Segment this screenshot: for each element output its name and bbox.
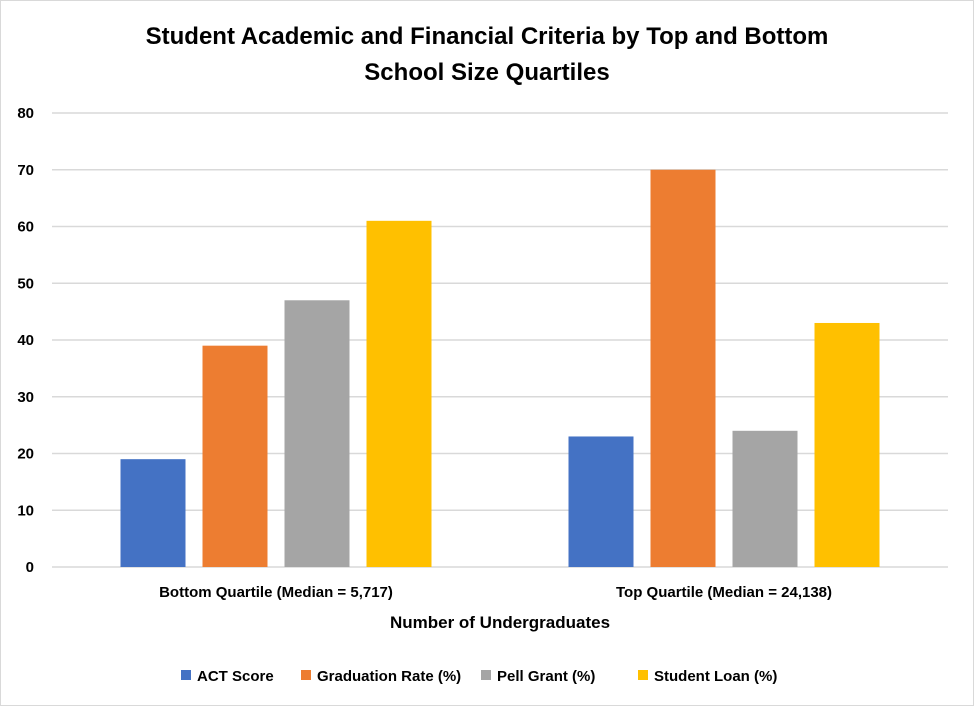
x-axis-label: Number of Undergraduates: [390, 613, 610, 632]
legend-swatch: [481, 670, 491, 680]
bar-student-loan--1: [814, 322, 880, 567]
x-category-label: Top Quartile (Median = 24,138): [616, 584, 832, 601]
bar-act-score-0: [120, 459, 186, 567]
chart-title-line-1: Student Academic and Financial Criteria …: [146, 23, 829, 50]
legend-label: ACT Score: [197, 668, 274, 685]
bar-pell-grant--1: [732, 430, 798, 567]
legend-swatch: [181, 670, 191, 680]
y-tick-label: 30: [17, 389, 34, 406]
bar-graduation-rate--1: [650, 169, 716, 567]
y-tick-label: 80: [17, 105, 34, 122]
y-tick-label: 20: [17, 446, 34, 463]
legend-label: Student Loan (%): [654, 668, 777, 685]
chart-title-line-2: School Size Quartiles: [364, 59, 609, 86]
legend-swatch: [638, 670, 648, 680]
bar-pell-grant--0: [284, 300, 350, 567]
y-tick-label: 50: [17, 275, 34, 292]
legend-label: Pell Grant (%): [497, 668, 595, 685]
bar-graduation-rate--0: [202, 345, 268, 567]
bar-student-loan--0: [366, 220, 432, 567]
y-tick-label: 0: [26, 559, 34, 576]
x-category-label: Bottom Quartile (Median = 5,717): [159, 584, 393, 601]
y-tick-label: 60: [17, 219, 34, 236]
bar-act-score-1: [568, 436, 634, 567]
y-tick-label: 40: [17, 332, 34, 349]
y-tick-label: 10: [17, 502, 34, 519]
legend-label: Graduation Rate (%): [317, 668, 461, 685]
legend-swatch: [301, 670, 311, 680]
y-tick-label: 70: [17, 162, 34, 179]
